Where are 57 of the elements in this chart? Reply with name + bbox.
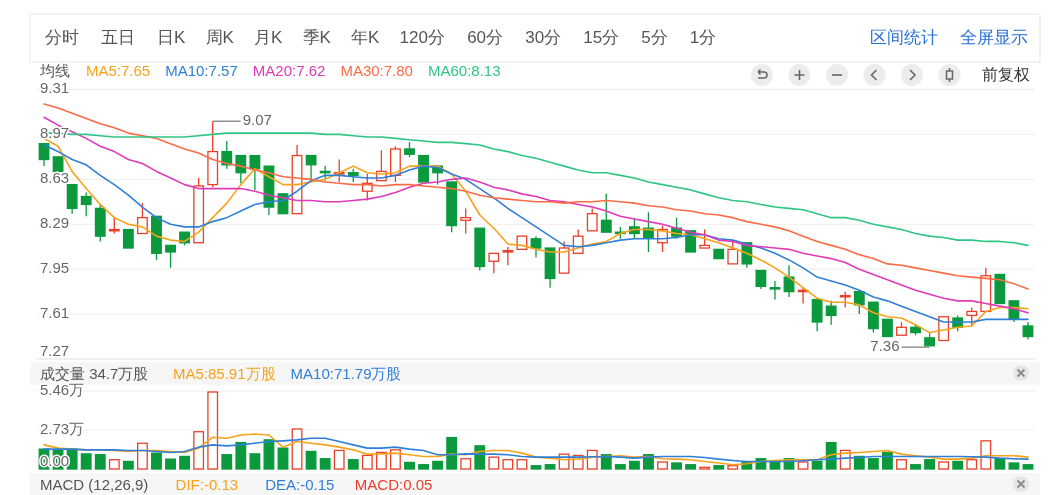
text: 60分 bbox=[467, 28, 504, 47]
text: MA20:7.62 bbox=[252, 62, 326, 79]
text: 周K bbox=[205, 28, 235, 47]
text: 前复权 bbox=[982, 66, 1030, 83]
candlestick bbox=[600, 193, 612, 233]
candlestick bbox=[305, 154, 317, 182]
text: 年K bbox=[351, 28, 381, 47]
y-tick-label: 7.61 bbox=[40, 304, 70, 322]
text: 五日 bbox=[101, 28, 135, 47]
y-tick-label: 9.31 bbox=[40, 79, 70, 97]
text: MA5:85.91万股 bbox=[173, 365, 276, 382]
annotation: 7.36 bbox=[870, 337, 900, 355]
candlestick bbox=[713, 248, 725, 260]
text: 5分 bbox=[641, 28, 668, 47]
text: 15分 bbox=[583, 28, 620, 47]
candlestick bbox=[52, 156, 64, 173]
text: 季K bbox=[302, 28, 332, 47]
y-tick-label: 7.95 bbox=[40, 259, 70, 277]
y-tick-label: 2.73万 bbox=[40, 419, 85, 437]
candlestick bbox=[1022, 321, 1034, 340]
legend-title: 均线 bbox=[39, 62, 70, 79]
text: MA60:8.13 bbox=[428, 62, 501, 79]
y-tick-label: 7.27 bbox=[40, 342, 70, 359]
candlestick bbox=[122, 228, 134, 249]
y-tick-label: 8.29 bbox=[40, 214, 70, 232]
text: 月K bbox=[254, 28, 284, 47]
text: 区间统计 bbox=[870, 28, 938, 47]
text: MA10:7.57 bbox=[165, 62, 238, 79]
candlestick bbox=[755, 269, 767, 290]
candlestick bbox=[881, 318, 893, 338]
text: 分时 bbox=[45, 28, 79, 47]
text: MA10:71.79万股 bbox=[290, 365, 402, 382]
candlestick bbox=[66, 183, 78, 215]
candlestick bbox=[418, 154, 429, 183]
text: 120分 bbox=[399, 28, 445, 47]
text: MACD:0.05 bbox=[354, 476, 433, 493]
candlestick bbox=[460, 207, 472, 235]
y-tick-label: 5.46万 bbox=[40, 380, 85, 398]
candlestick bbox=[811, 298, 823, 332]
text: DIF:-0.13 bbox=[175, 476, 239, 493]
candlestick bbox=[558, 240, 570, 274]
chart-title: 成交量 34.7万股 bbox=[40, 365, 149, 382]
text: 全屏显示 bbox=[960, 28, 1028, 47]
candlestick bbox=[530, 235, 542, 258]
text: MACD (12,26,9) bbox=[40, 476, 149, 493]
candlestick bbox=[207, 120, 219, 188]
candlestick bbox=[994, 273, 1006, 305]
text: 日K bbox=[157, 28, 186, 47]
text: MA5:7.65 bbox=[86, 62, 151, 79]
candlestick bbox=[502, 246, 514, 266]
text: DEA:-0.15 bbox=[265, 476, 335, 493]
text: MA30:7.80 bbox=[340, 62, 413, 79]
annotation: 9.07 bbox=[242, 111, 272, 129]
text: 30分 bbox=[525, 28, 562, 47]
text: 1分 bbox=[689, 28, 717, 47]
candlestick bbox=[769, 280, 781, 301]
y-tick-label: 8.63 bbox=[40, 169, 70, 187]
